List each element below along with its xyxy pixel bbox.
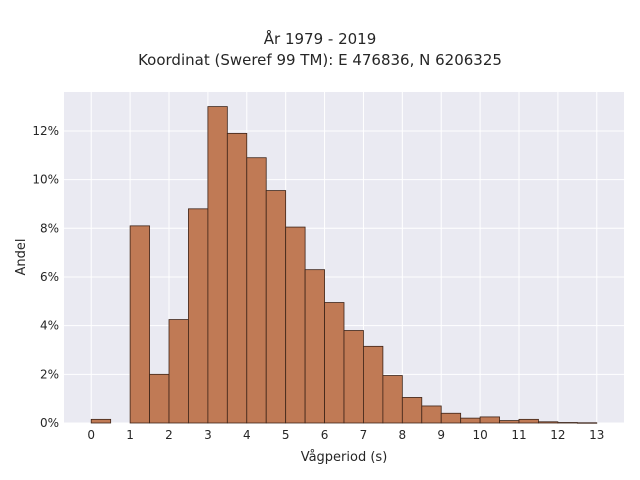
y-tick-label: 8%	[40, 221, 59, 235]
x-tick-label: 8	[399, 428, 407, 442]
x-tick-label: 12	[550, 428, 565, 442]
histogram-bar	[265, 190, 287, 424]
histogram-bar	[460, 417, 481, 424]
x-axis-ticks: 0 1 2 3 4 5 6 7 8 9 10 11 12 13	[87, 428, 604, 442]
histogram-bar	[363, 345, 384, 424]
y-tick-label: 4%	[40, 319, 59, 333]
histogram-bar	[304, 269, 325, 424]
x-tick-label: 11	[511, 428, 526, 442]
histogram-bars	[90, 106, 598, 424]
x-axis-label: Vågperiod (s)	[301, 450, 388, 465]
histogram-bar	[382, 375, 403, 424]
histogram-bar	[518, 418, 539, 424]
histogram-bar	[129, 225, 150, 424]
histogram-bar	[479, 416, 500, 424]
chart-subtitle: Koordinat (Sweref 99 TM): E 476836, N 62…	[138, 51, 502, 69]
y-tick-label: 0%	[40, 416, 59, 430]
y-axis-ticks: 0% 2% 4% 6% 8% 10% 12%	[32, 124, 59, 430]
y-tick-label: 6%	[40, 270, 59, 284]
y-tick-label: 12%	[32, 124, 59, 138]
x-tick-label: 7	[360, 428, 368, 442]
histogram-bar	[246, 157, 267, 424]
y-tick-label: 2%	[40, 367, 59, 381]
histogram-bar	[188, 208, 209, 424]
histogram-bar	[557, 422, 578, 424]
histogram-bar	[343, 330, 364, 424]
histogram-bar	[90, 418, 112, 424]
histogram-bar	[421, 405, 442, 424]
x-tick-label: 13	[589, 428, 604, 442]
chart-title: År 1979 - 2019	[263, 30, 377, 48]
y-axis-label: Andel	[14, 239, 29, 276]
histogram-bar	[499, 420, 520, 424]
histogram-bar	[538, 421, 559, 424]
histogram-bar	[226, 132, 248, 424]
histogram-bar	[576, 422, 598, 424]
y-tick-label: 10%	[32, 173, 59, 187]
x-tick-label: 5	[282, 428, 290, 442]
x-tick-label: 6	[321, 428, 329, 442]
x-tick-label: 4	[243, 428, 251, 442]
histogram-bar	[168, 319, 189, 424]
histogram-bar	[149, 373, 170, 424]
histogram-bar	[207, 106, 228, 424]
x-tick-label: 3	[204, 428, 212, 442]
histogram-bar	[440, 412, 462, 424]
x-tick-label: 1	[126, 428, 134, 442]
x-tick-label: 0	[87, 428, 95, 442]
histogram-bar	[401, 397, 423, 424]
histogram-bar	[285, 226, 306, 424]
histogram-bar	[324, 302, 345, 424]
x-tick-label: 10	[472, 428, 487, 442]
x-tick-label: 2	[165, 428, 173, 442]
x-tick-label: 9	[437, 428, 445, 442]
